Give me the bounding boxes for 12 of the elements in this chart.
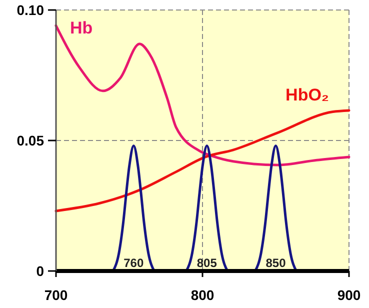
annotation: 850 (266, 256, 286, 270)
series-label: HbO₂ (286, 85, 329, 104)
y-tick-label: 0.05 (16, 132, 44, 148)
x-tick-label: 800 (190, 287, 214, 303)
series-label: Hb (70, 18, 93, 38)
annotation: 760 (124, 256, 144, 270)
y-tick-label: 0.10 (16, 2, 44, 18)
annotation: 805 (196, 256, 218, 270)
line-series (54, 109, 350, 212)
y-tick-label: 0 (36, 263, 44, 279)
x-tick-label: 700 (44, 287, 68, 303)
x-tick-label: 900 (337, 287, 361, 303)
